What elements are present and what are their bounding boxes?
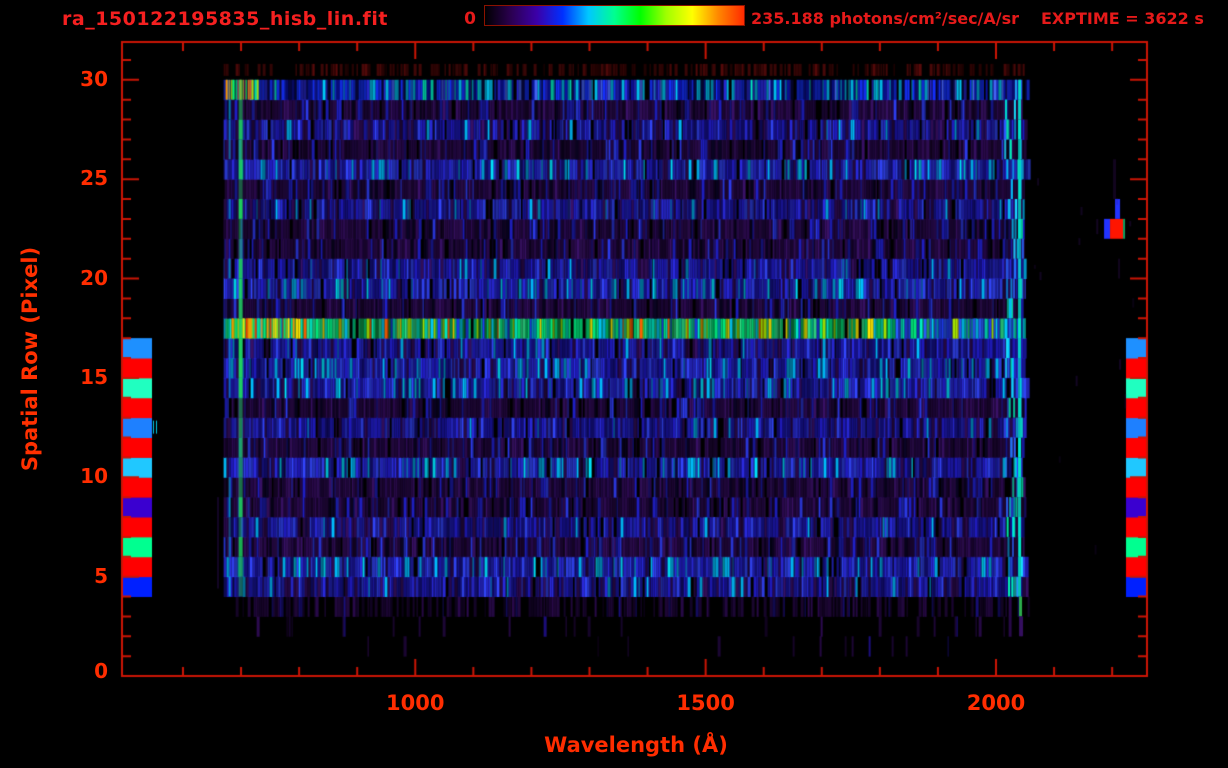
colorbar-min-label: 0 (464, 9, 476, 29)
y-tick-label: 0 (94, 659, 108, 683)
x-axis-title: Wavelength (Å) (544, 733, 728, 757)
colorbar-gradient (484, 5, 745, 26)
y-tick-label: 20 (80, 265, 108, 290)
y-tick-label: 15 (80, 364, 108, 389)
exptime-label: EXPTIME = 3622 s (1041, 9, 1204, 28)
x-tick-label: 2000 (966, 691, 1026, 715)
y-tick-label: 25 (80, 166, 108, 191)
x-tick-label: 1500 (676, 691, 735, 715)
colorbar-max-label: 235.188 photons/cm²/sec/A/sr (751, 9, 1020, 28)
y-tick-label: 30 (80, 66, 108, 91)
y-tick-label: 10 (80, 464, 108, 489)
y-tick-label: 5 (94, 563, 108, 588)
x-tick-label: 1000 (386, 691, 445, 715)
filename-title: ra_150122195835_hisb_lin.fit (62, 8, 388, 30)
